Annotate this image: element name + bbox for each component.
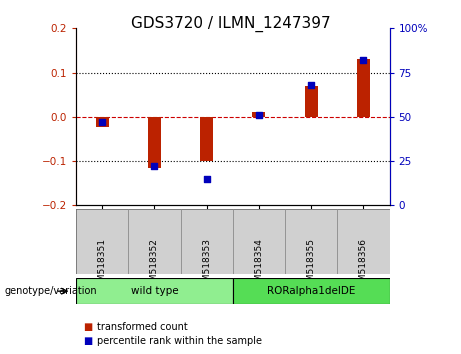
Text: GSM518354: GSM518354	[254, 238, 263, 293]
Bar	[337, 209, 390, 274]
Bar	[200, 117, 213, 161]
Bar	[96, 117, 109, 127]
Bar	[148, 117, 161, 168]
Bar	[76, 209, 128, 274]
Text: GSM518352: GSM518352	[150, 238, 159, 293]
Bar	[305, 86, 318, 117]
Text: ■: ■	[83, 336, 92, 346]
Text: GSM518356: GSM518356	[359, 238, 368, 293]
Bar	[357, 59, 370, 117]
Point	[307, 82, 315, 88]
Bar	[181, 209, 233, 274]
Text: ■: ■	[83, 322, 92, 332]
Point	[151, 164, 158, 169]
Text: GSM518355: GSM518355	[307, 238, 316, 293]
Bar	[233, 209, 285, 274]
Text: wild type: wild type	[130, 286, 178, 296]
Bar	[233, 278, 390, 304]
Text: genotype/variation: genotype/variation	[5, 286, 97, 296]
Text: percentile rank within the sample: percentile rank within the sample	[97, 336, 262, 346]
Bar	[285, 209, 337, 274]
Bar	[76, 278, 233, 304]
Text: GSM518353: GSM518353	[202, 238, 211, 293]
Bar	[128, 209, 181, 274]
Point	[360, 57, 367, 63]
Point	[203, 176, 210, 182]
Bar	[253, 113, 266, 117]
Point	[99, 119, 106, 125]
Text: GDS3720 / ILMN_1247397: GDS3720 / ILMN_1247397	[130, 16, 331, 32]
Point	[255, 112, 263, 118]
Text: GSM518351: GSM518351	[98, 238, 106, 293]
Text: RORalpha1delDE: RORalpha1delDE	[267, 286, 355, 296]
Text: transformed count: transformed count	[97, 322, 188, 332]
